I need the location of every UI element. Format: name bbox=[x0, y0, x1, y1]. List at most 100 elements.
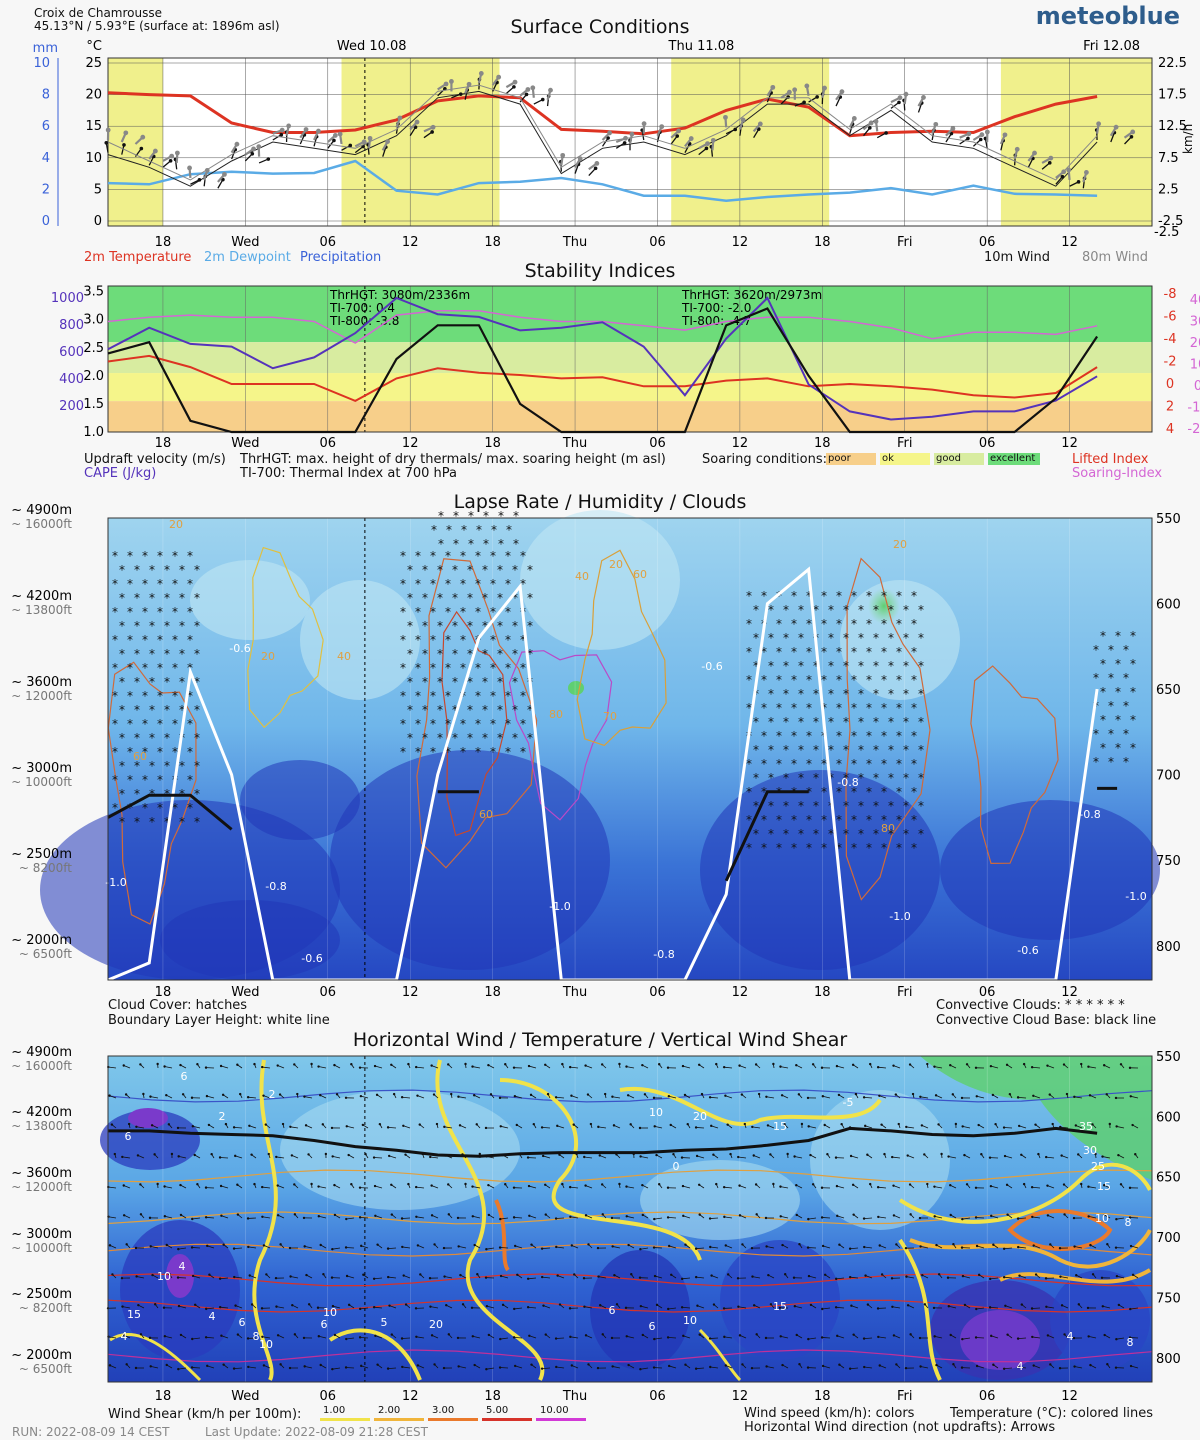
wind-direction-arrow bbox=[864, 1246, 873, 1249]
wind-direction-arrow-head bbox=[615, 1153, 618, 1156]
wind-direction-arrow-head bbox=[487, 1063, 490, 1067]
wind-direction-arrow-head bbox=[1091, 1273, 1095, 1276]
convective-cloud-mark: * bbox=[911, 617, 917, 631]
wind-direction-arrow-head bbox=[219, 1064, 223, 1068]
convective-cloud-mark: * bbox=[806, 645, 812, 659]
wind-direction-arrow-head bbox=[402, 1124, 405, 1127]
wind-direction-arrow bbox=[864, 1217, 873, 1219]
convective-cloud-mark: * bbox=[806, 673, 812, 687]
wind-direction-arrow bbox=[976, 1245, 985, 1249]
wind-direction-arrow bbox=[220, 1185, 229, 1189]
wind-direction-arrow-head bbox=[653, 1337, 656, 1341]
wind-direction-arrow-head bbox=[960, 1096, 964, 1100]
lapse-title: Lapse Rate / Humidity / Clouds bbox=[453, 491, 747, 513]
convective-cloud-mark: * bbox=[498, 537, 504, 551]
convective-cloud-mark: * bbox=[768, 715, 774, 729]
wind-direction-arrow-head bbox=[218, 1156, 222, 1159]
wind-direction-arrow-head bbox=[471, 1065, 474, 1068]
wind-direction-arrow-head bbox=[1002, 1247, 1006, 1250]
convective-cloud-mark: * bbox=[828, 659, 834, 673]
convective-cloud-mark: * bbox=[490, 549, 496, 563]
convective-cloud-mark: * bbox=[836, 841, 842, 855]
convective-cloud-mark: * bbox=[1100, 685, 1106, 699]
wind-arrow-head bbox=[851, 116, 857, 121]
convective-cloud-mark: * bbox=[187, 577, 193, 591]
wind-direction-arrow-head bbox=[544, 1063, 547, 1066]
lapse-x-tick: 18 bbox=[814, 985, 831, 1000]
convective-cloud-mark: * bbox=[179, 563, 185, 577]
convective-cloud-mark: * bbox=[813, 687, 819, 701]
wind-direction-arrow-head bbox=[1077, 1303, 1081, 1306]
convective-cloud-mark: * bbox=[422, 619, 428, 633]
convective-cloud-mark: * bbox=[422, 563, 428, 577]
convective-cloud-mark: * bbox=[783, 799, 789, 813]
wind-direction-arrow-head bbox=[1046, 1184, 1049, 1187]
wind-direction-arrow bbox=[416, 1336, 425, 1339]
wind-arrow-head bbox=[979, 132, 985, 138]
convective-cloud-mark: * bbox=[415, 745, 421, 759]
convective-cloud-mark: * bbox=[179, 759, 185, 773]
wind-direction-arrow-head bbox=[849, 1154, 853, 1158]
wind-direction-arrow-head bbox=[795, 1063, 798, 1067]
wind-shear-contour bbox=[909, 1229, 1152, 1269]
cape-tick-label: 800 bbox=[59, 318, 84, 333]
convective-cloud-mark: * bbox=[836, 701, 842, 715]
lapse-contour-label: 60 bbox=[133, 750, 147, 763]
wind-direction-arrow-head bbox=[554, 1096, 558, 1099]
wind-direction-arrow-head bbox=[1087, 1065, 1090, 1068]
wind-direction-arrow-head bbox=[473, 1363, 476, 1367]
lapse-x-tick: 12 bbox=[402, 985, 419, 1000]
convective-cloud-mark: * bbox=[836, 645, 842, 659]
wind-direction-arrow bbox=[486, 1367, 495, 1370]
wind-arrow-head bbox=[337, 131, 343, 137]
meteoblue-logo[interactable]: meteoblue bbox=[1035, 2, 1180, 30]
wind-direction-arrow-head bbox=[911, 1092, 915, 1096]
wind-contour-label: 6 bbox=[321, 1318, 328, 1331]
convective-cloud-mark: * bbox=[112, 605, 118, 619]
wind-direction-arrow bbox=[864, 1337, 873, 1339]
convective-cloud-mark: * bbox=[836, 589, 842, 603]
pressure-tick-label: 800 bbox=[1156, 1352, 1181, 1367]
wind-direction-arrow-head bbox=[724, 1244, 727, 1247]
wind-direction-arrow-head bbox=[428, 1277, 432, 1280]
wind-direction-arrow-head bbox=[386, 1126, 390, 1129]
wind-direction-arrow-head bbox=[1115, 1274, 1119, 1278]
wind-direction-arrow-head bbox=[603, 1092, 607, 1096]
updraft-tick-label: 3.0 bbox=[83, 313, 104, 328]
wind-direction-arrow bbox=[360, 1216, 369, 1219]
humidity-peak bbox=[568, 681, 584, 695]
convective-cloud-mark: * bbox=[783, 771, 789, 785]
convective-cloud-mark: * bbox=[430, 633, 436, 647]
convective-cloud-mark: * bbox=[746, 813, 752, 827]
wind-direction-arrow-head bbox=[892, 1214, 896, 1217]
wind-direction-arrow-head bbox=[1003, 1154, 1007, 1158]
wind-direction-arrow bbox=[570, 1186, 579, 1189]
cape-line bbox=[107, 296, 1098, 421]
wind-direction-arrow-head bbox=[694, 1247, 698, 1250]
convective-cloud-mark: * bbox=[813, 659, 819, 673]
wind-arrow-head bbox=[169, 153, 175, 159]
wind-direction-arrow-head bbox=[374, 1334, 377, 1337]
convective-cloud-mark: * bbox=[512, 647, 518, 661]
wind-direction-arrow bbox=[108, 1186, 117, 1189]
wind-frame bbox=[107, 1055, 1153, 1383]
wind-direction-arrow-head bbox=[781, 1363, 784, 1367]
wind-direction-arrow-head bbox=[1101, 1155, 1104, 1158]
wind-direction-arrow-head bbox=[653, 1217, 656, 1221]
updraft-tick-label: 3.5 bbox=[83, 285, 104, 300]
convective-cloud-mark: * bbox=[172, 549, 178, 563]
altitude-tick-m: ~ 4200m bbox=[11, 589, 72, 604]
convective-cloud-mark: * bbox=[194, 619, 200, 633]
convective-cloud-mark: * bbox=[866, 701, 872, 715]
lapse-contour-label: -0.8 bbox=[265, 880, 286, 893]
wind-direction-arrow-head bbox=[908, 1183, 912, 1186]
wind-direction-arrow-head bbox=[261, 1185, 264, 1189]
wind-direction-arrow-head bbox=[276, 1064, 279, 1067]
convective-cloud-mark: * bbox=[179, 675, 185, 689]
wind-direction-arrow-head bbox=[1063, 1333, 1066, 1336]
wind-x-tick: 18 bbox=[814, 1389, 831, 1404]
convective-cloud-mark: * bbox=[1130, 741, 1136, 755]
convective-cloud-mark: * bbox=[179, 703, 185, 717]
wind-direction-arrow bbox=[1088, 1336, 1097, 1339]
wind-direction-arrow-head bbox=[618, 1182, 621, 1186]
